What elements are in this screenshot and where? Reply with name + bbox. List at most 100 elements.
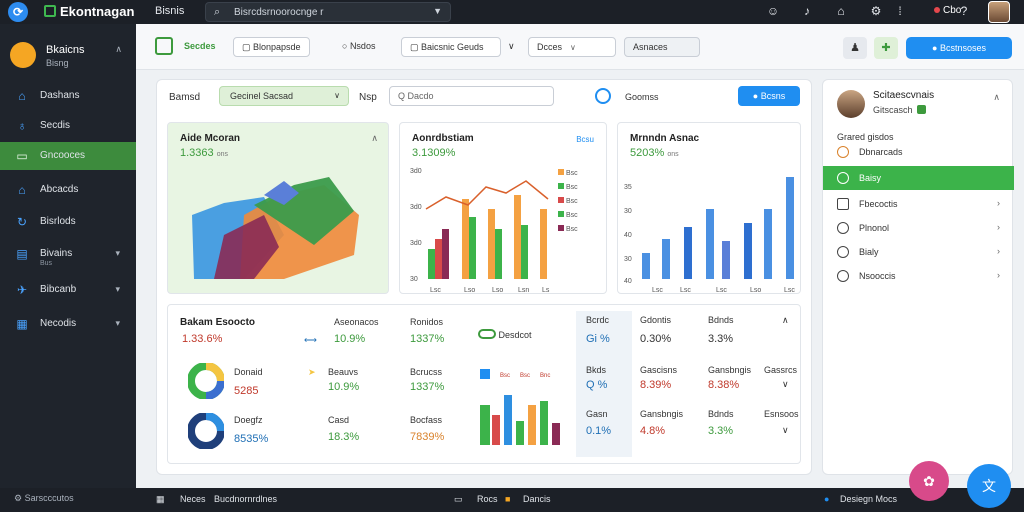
bar (642, 253, 650, 279)
folder-icon[interactable]: ■ (505, 494, 511, 504)
filter-select[interactable]: Gecinel Sacsad ∨ (219, 86, 349, 106)
row-col-b-label: Bcrucss (410, 367, 443, 377)
main-card: Bamsd Gecinel Sacsad ∨ Nsp Q Dacdo Goomss… (156, 79, 812, 475)
stats-cell: 8.39% (640, 379, 672, 391)
sidebar-footer[interactable]: ⚙ Sarscccutos (14, 493, 74, 504)
right-item-label: Bialy (859, 247, 879, 257)
row-col-a-label: Casd (328, 415, 350, 425)
donut-segment (205, 380, 224, 399)
monitor-icon[interactable]: ▭ (454, 494, 463, 504)
fab-secondary[interactable]: ✿ (909, 461, 949, 501)
bar (516, 421, 524, 445)
breakdown-col-b-value: 1337% (410, 333, 445, 345)
user-label: Cbo (943, 5, 962, 16)
chevron-down-icon[interactable]: ∨ (782, 379, 789, 389)
chevron-down-icon[interactable]: ∧ (115, 44, 122, 54)
row-col-a-label: Beauvs (328, 367, 359, 377)
svg-text:3d0: 3d0 (410, 204, 422, 211)
toolbar-dropdown[interactable]: Dcces ∨ (528, 37, 616, 57)
svg-text:Bsc: Bsc (566, 184, 578, 191)
info-icon: ● (824, 494, 830, 504)
right-item[interactable]: Plnonol › (823, 216, 1014, 240)
home-icon[interactable]: ⌂ (837, 4, 845, 18)
right-item-label: Fbecoctis (859, 199, 898, 209)
filter-text[interactable]: Goomss (625, 92, 659, 102)
panel-bar-chart: Mrnndn Asnac 5203% ons 35 30 40 30 40 Ls… (617, 122, 801, 294)
row-label: Doegfz (234, 415, 263, 425)
bar (540, 401, 548, 445)
bell-icon[interactable]: ♪ (804, 4, 810, 18)
bar (786, 177, 794, 279)
right-item[interactable]: Nsooccis › (823, 264, 1014, 288)
app-logo-icon[interactable]: ⟳ (8, 2, 28, 22)
toolbar-button-2[interactable]: ▢ Baicsnic Geuds (401, 37, 501, 57)
sidebar-item-necodis[interactable]: ▦ Necodis ▾ (0, 310, 136, 338)
logo-square-icon[interactable] (155, 37, 173, 55)
breakdown-col-a: Aseonacos (334, 317, 379, 327)
center-b[interactable]: Dancis (523, 494, 551, 504)
nav-path[interactable]: Bucdnornrdlnes (214, 494, 278, 504)
bar (462, 199, 469, 279)
stats-header-1: Gdontis (640, 315, 672, 325)
filter-search-input[interactable]: Q Dacdo (389, 86, 554, 106)
nav-left[interactable]: Neces (180, 494, 206, 504)
chevron-down-icon[interactable]: ▾ (115, 284, 120, 294)
settings-icon[interactable]: ⚙ (870, 4, 882, 18)
sidebar-item-bisrlods[interactable]: ↻ Bisrlods (0, 208, 136, 236)
breakdown-col-c-chip[interactable]: Desdcot (478, 329, 532, 340)
toolbar-button-1[interactable]: ▢ Blonpapsde (233, 37, 310, 57)
menu-business[interactable]: Bisnis (155, 5, 185, 17)
sidebar-item-bibcanb[interactable]: ✈ Bibcanb ▾ (0, 276, 136, 304)
right-item-label: Baisy (859, 173, 882, 183)
primary-button[interactable]: ● Bcstnsoses (906, 37, 1012, 59)
sidebar-profile[interactable]: Bkaicns Bisng ∧ (0, 32, 136, 82)
user-icon[interactable]: ☺ (766, 4, 780, 18)
sidebar-item-label: Necodis (40, 318, 77, 329)
right-item-first[interactable]: Dbnarcads (823, 140, 1014, 164)
apply-button[interactable]: ● Bcsns (738, 86, 800, 106)
help-icon[interactable]: ? (960, 4, 968, 18)
chevron-down-icon[interactable]: ▾ (115, 248, 120, 258)
right-item[interactable]: Fbecoctis › (823, 192, 1014, 216)
sidebar-item-secdis[interactable]: ♁ Secdis (0, 112, 136, 140)
chevron-up-icon[interactable]: ∧ (782, 315, 789, 325)
chevron-down-icon[interactable]: ▼ (433, 6, 442, 16)
svg-text:Bsc: Bsc (566, 226, 578, 233)
donut-segment (205, 413, 224, 432)
combo-chart: 3d0 3d0 3d0 30 Bsc Bsc Bsc Bsc Bsc Lsc L… (410, 168, 578, 294)
center-a[interactable]: Rocs (477, 494, 498, 504)
sidebar-item-active[interactable]: ▭ Gncooces (0, 142, 136, 170)
stats-cell: Esnsoos (764, 409, 799, 419)
chevron-down-icon[interactable]: ∨ (782, 425, 789, 435)
toggle-option[interactable]: ○ Nsdos (342, 41, 375, 51)
chevron-down-icon[interactable]: ∨ (508, 41, 515, 51)
user-avatar[interactable] (988, 1, 1010, 23)
right-item[interactable]: Bialy › (823, 240, 1014, 264)
grid-icon[interactable]: ▦ (156, 494, 165, 504)
fab-primary[interactable]: 文 (967, 464, 1011, 508)
toolbar-button-4[interactable]: Asnaces (624, 37, 700, 57)
chevron-up-icon[interactable]: ∧ (371, 133, 378, 143)
user-icon[interactable]: ♟ (843, 37, 867, 59)
sidebar-item-abcacds[interactable]: ⌂ Abcacds (0, 176, 136, 204)
panel-value: 5203% ons (630, 147, 679, 159)
sidebar-item-bivains[interactable]: ▤ Bivains Bus ▾ (0, 240, 136, 268)
svg-text:Lsc: Lsc (716, 287, 727, 294)
chevron-down-icon[interactable]: ▾ (115, 318, 120, 328)
right-item-active[interactable]: Baisy (823, 166, 1014, 190)
bar (442, 229, 449, 279)
sidebar-item-dashboard[interactable]: ⌂ Dashans (0, 82, 136, 110)
notification-label[interactable]: Cbo (934, 5, 961, 16)
apps-icon[interactable]: ⁞ (898, 4, 902, 18)
top-bar: ⟳ Ekontnagan Bisnis ⌕ Bisrcdsrnoorocnge … (0, 0, 1024, 24)
stats-cell: Gasn (586, 409, 608, 419)
chevron-up-icon[interactable]: ∧ (993, 92, 1000, 102)
card-icon: ▭ (16, 149, 28, 163)
toolbar-button-4-label: Asnaces (633, 42, 668, 52)
refresh-icon[interactable] (595, 88, 611, 104)
plus-icon[interactable]: ✚ (874, 37, 898, 59)
gear-icon: ⚙ (14, 493, 25, 503)
global-search-input[interactable]: ⌕ Bisrcdsrnoorocnge r ▼ (205, 2, 451, 22)
svg-text:35: 35 (624, 184, 632, 191)
bar (684, 227, 692, 279)
